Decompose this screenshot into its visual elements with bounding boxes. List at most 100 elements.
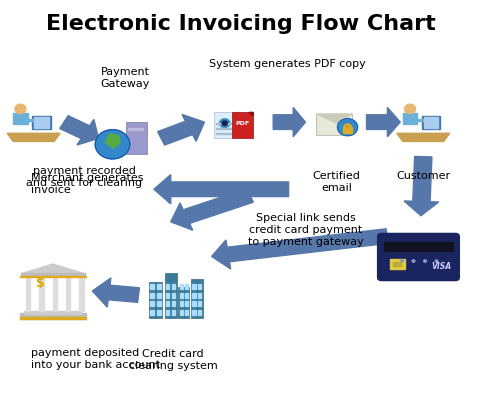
Circle shape <box>95 130 130 159</box>
Polygon shape <box>273 107 305 137</box>
Circle shape <box>15 104 26 114</box>
Circle shape <box>411 260 414 262</box>
Bar <box>213 112 235 138</box>
Bar <box>192 301 195 306</box>
Bar <box>180 310 182 315</box>
Bar <box>171 284 175 289</box>
Polygon shape <box>21 264 84 274</box>
Bar <box>393 262 401 266</box>
Bar <box>52 276 57 311</box>
Bar <box>192 293 195 298</box>
Bar <box>166 284 169 289</box>
Polygon shape <box>105 133 120 148</box>
Bar <box>66 276 70 311</box>
Bar <box>192 310 195 315</box>
Bar <box>150 293 154 298</box>
Text: Electronic Invoicing Flow Chart: Electronic Invoicing Flow Chart <box>46 14 434 34</box>
Bar <box>231 112 252 138</box>
Bar <box>156 284 160 289</box>
Bar <box>198 301 201 306</box>
Text: Payment
Gateway: Payment Gateway <box>100 67 149 89</box>
Bar <box>166 310 169 315</box>
Bar <box>417 119 424 121</box>
Polygon shape <box>396 133 449 142</box>
Bar <box>128 128 143 130</box>
Bar <box>156 310 160 315</box>
Circle shape <box>404 104 415 114</box>
Polygon shape <box>7 133 60 142</box>
Bar <box>20 313 86 319</box>
Bar <box>191 279 202 318</box>
Bar <box>24 311 81 314</box>
Bar <box>171 293 175 298</box>
Text: System generates PDF copy: System generates PDF copy <box>209 59 365 69</box>
Polygon shape <box>154 175 288 204</box>
Bar <box>180 284 182 289</box>
Bar <box>171 301 175 306</box>
Bar <box>166 293 169 298</box>
Bar <box>150 310 154 315</box>
FancyBboxPatch shape <box>377 234 458 280</box>
Bar <box>33 116 50 129</box>
Circle shape <box>434 260 437 262</box>
Circle shape <box>219 119 229 127</box>
Polygon shape <box>402 113 417 124</box>
Bar <box>216 123 232 125</box>
Text: payment deposited
into your bank account: payment deposited into your bank account <box>31 348 160 370</box>
Bar <box>178 287 189 318</box>
Text: PDF: PDF <box>235 121 249 126</box>
Bar <box>156 301 160 306</box>
Bar <box>423 117 437 128</box>
Bar <box>21 273 84 276</box>
Bar <box>150 284 154 289</box>
Circle shape <box>336 119 357 136</box>
Bar <box>198 293 201 298</box>
Text: Special link sends
credit card payment
to payment gateway: Special link sends credit card payment t… <box>247 213 362 247</box>
Bar <box>184 293 188 298</box>
Circle shape <box>423 260 426 262</box>
Polygon shape <box>170 188 253 230</box>
Bar <box>20 317 86 319</box>
Text: VISA: VISA <box>431 263 451 271</box>
Bar <box>166 301 169 306</box>
Bar <box>216 128 232 129</box>
Bar <box>20 276 86 277</box>
Circle shape <box>222 121 227 125</box>
Bar <box>39 276 44 311</box>
Bar <box>79 276 84 311</box>
Polygon shape <box>157 114 204 145</box>
Bar <box>389 259 404 269</box>
Bar <box>184 310 188 315</box>
Polygon shape <box>315 114 351 123</box>
Bar <box>192 284 195 289</box>
Polygon shape <box>248 112 252 116</box>
Bar <box>156 293 160 298</box>
Bar <box>28 119 35 121</box>
Bar <box>421 116 439 129</box>
Bar <box>180 293 182 298</box>
Bar <box>216 133 232 134</box>
Bar <box>26 276 30 311</box>
Bar <box>35 117 49 128</box>
Polygon shape <box>211 229 387 269</box>
Bar <box>164 273 176 318</box>
Text: Credit card
clearing system: Credit card clearing system <box>129 349 217 371</box>
Polygon shape <box>403 156 438 216</box>
Bar <box>150 301 154 306</box>
Bar <box>180 301 182 306</box>
Polygon shape <box>235 112 239 116</box>
Bar <box>171 310 175 315</box>
Bar <box>198 310 201 315</box>
Bar <box>384 242 452 251</box>
Bar <box>148 282 162 318</box>
Circle shape <box>400 260 403 262</box>
Text: Certified
email: Certified email <box>312 171 360 193</box>
Text: $: $ <box>36 277 45 290</box>
Bar <box>125 122 146 154</box>
Polygon shape <box>92 278 139 307</box>
Bar <box>315 114 351 135</box>
Text: Customer: Customer <box>396 171 449 181</box>
Text: Merchant generates
invoice: Merchant generates invoice <box>31 173 144 195</box>
Bar <box>343 127 351 133</box>
Bar <box>198 284 201 289</box>
